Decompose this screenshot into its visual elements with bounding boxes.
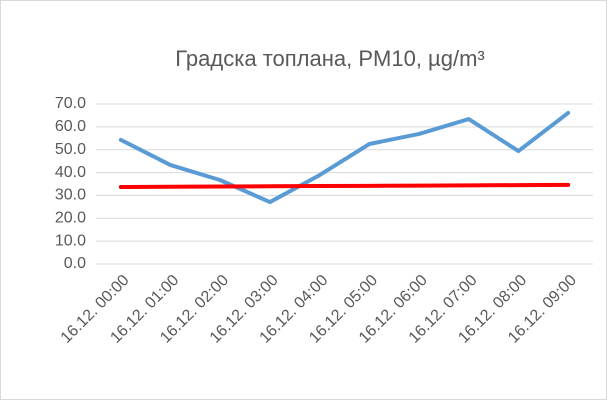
y-tick-label: 20.0 bbox=[55, 210, 86, 227]
y-tick-label: 40.0 bbox=[55, 164, 86, 181]
y-tick-label: 10.0 bbox=[55, 232, 86, 249]
data-line bbox=[118, 182, 571, 189]
y-tick-label: 60.0 bbox=[55, 118, 86, 135]
data-line bbox=[118, 110, 571, 205]
y-tick-label: 30.0 bbox=[55, 187, 86, 204]
y-tick-label: 0.0 bbox=[64, 255, 86, 272]
chart-frame bbox=[0, 0, 607, 400]
y-tick-label: 70.0 bbox=[55, 95, 86, 112]
chart-title: Градска топлана, PM10, µg/m³ bbox=[175, 46, 484, 71]
y-tick-label: 50.0 bbox=[55, 141, 86, 158]
